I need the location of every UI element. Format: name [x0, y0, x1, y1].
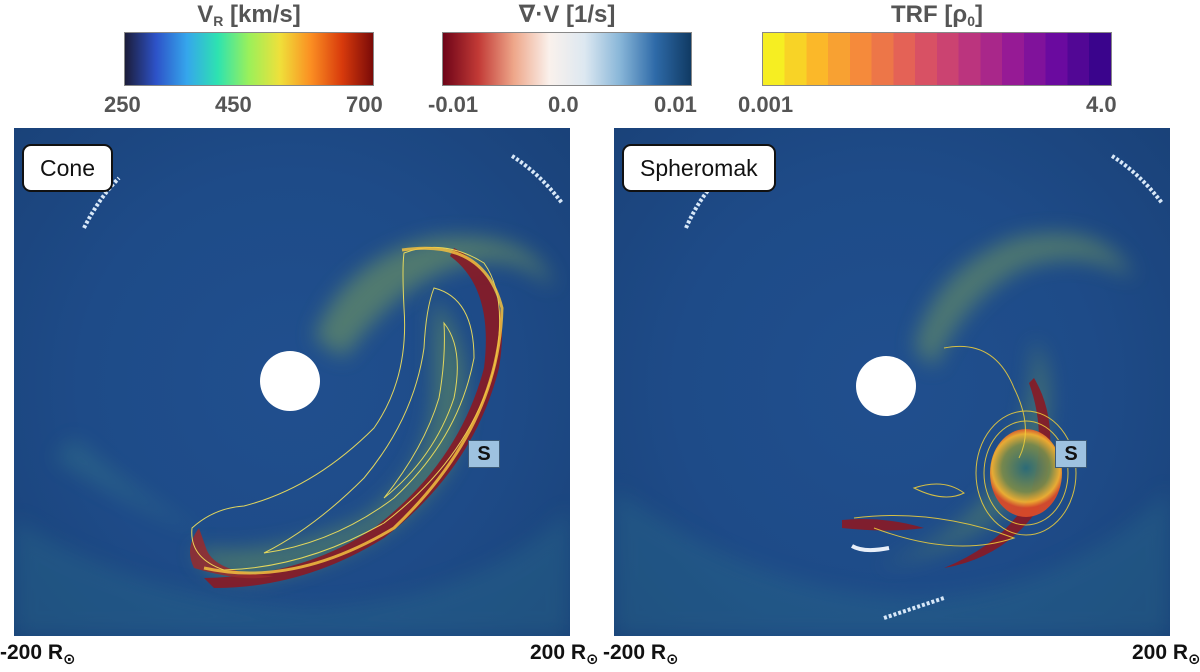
colorbar-vr-title: VR [km/s]	[197, 1, 301, 29]
panel-spheromak: Spheromak S	[614, 128, 1170, 636]
spheromak-axis-left-label: -200 R⊙	[603, 641, 679, 668]
panel-cone: Cone S	[14, 128, 570, 636]
spheromak-axis-right-label: 200 R⊙	[1132, 641, 1200, 668]
colorbar-vr	[124, 32, 374, 86]
panel-cone-shock-marker: S	[468, 440, 500, 468]
colorbar-vr-tick-max: 700	[346, 92, 383, 117]
colorbar-trf-title: TRF [ρ0]	[891, 1, 983, 29]
colorbar-vr-tick-min: 250	[104, 92, 141, 117]
colorbar-trf-tick-max: 4.0	[1086, 92, 1117, 117]
colorbar-divv-tick-min: -0.01	[428, 92, 479, 117]
colorbar-divv-tick-mid: 0.0	[548, 92, 579, 117]
panel-spheromak-label: Spheromak	[622, 144, 776, 192]
panel-cone-label: Cone	[22, 144, 113, 192]
spheromak-simulation-image	[614, 128, 1170, 636]
colorbar-divv	[442, 32, 692, 86]
colorbar-trf-tick-min: 0.001	[738, 92, 794, 117]
cone-simulation-image	[14, 128, 570, 636]
colorbar-vr-tick-mid: 450	[215, 92, 252, 117]
colorbar-divv-tick-max: 0.01	[654, 92, 697, 117]
panel-spheromak-shock-marker: S	[1055, 440, 1087, 468]
cone-axis-left-label: -200 R⊙	[0, 641, 76, 668]
colorbar-trf	[762, 32, 1112, 86]
cone-axis-right-label: 200 R⊙	[530, 641, 599, 668]
colorbar-divv-title: ∇·V [1/s]	[518, 1, 616, 28]
